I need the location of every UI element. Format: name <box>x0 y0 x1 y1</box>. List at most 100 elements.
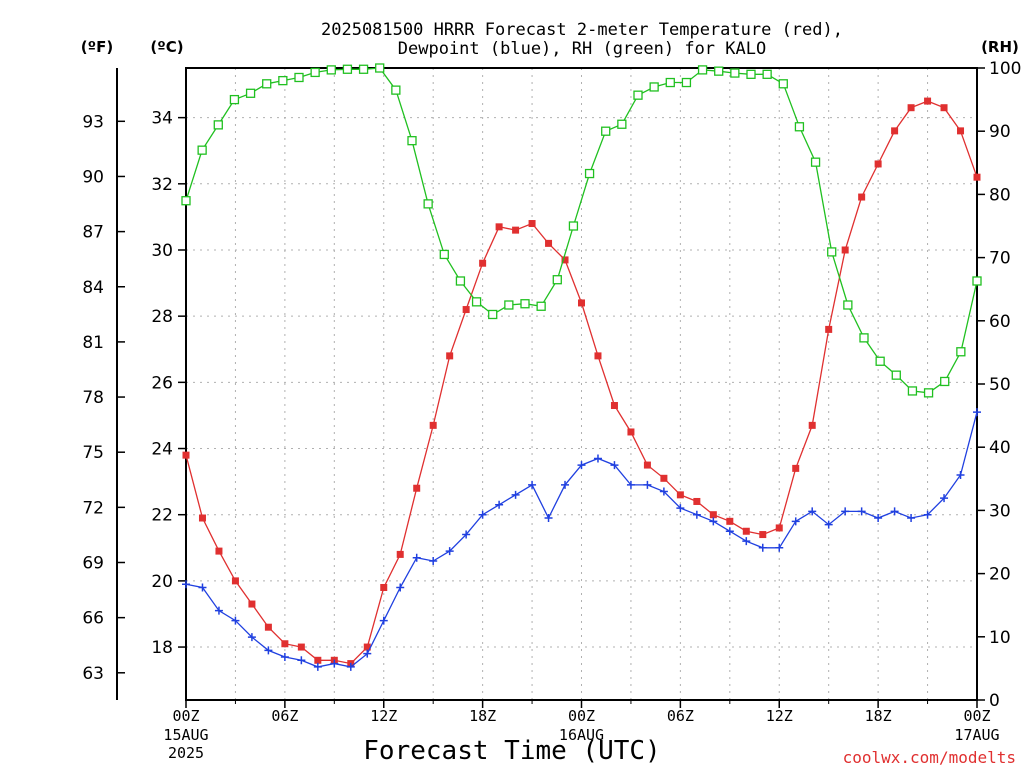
x-tick-label: 12Z <box>370 707 397 725</box>
rh-point <box>568 221 579 231</box>
fahrenheit-tick-label: 66 <box>82 609 104 629</box>
temperature-point <box>198 514 206 522</box>
dewpoint-point <box>297 656 306 665</box>
temperature-point <box>281 640 289 648</box>
dewpoint-point <box>841 507 850 516</box>
dewpoint-point <box>264 646 273 655</box>
celsius-tick-label: 24 <box>151 440 173 460</box>
celsius-tick-label: 18 <box>151 638 173 658</box>
temperature-point <box>610 402 618 410</box>
dewpoint-point <box>610 461 619 470</box>
rh-point <box>794 122 805 132</box>
temperature-point <box>495 223 503 231</box>
dewpoint-point <box>429 557 438 566</box>
temperature-point <box>957 127 965 135</box>
rh-point <box>245 88 256 98</box>
dewpoint-point <box>412 553 421 562</box>
temperature-point <box>924 97 932 105</box>
temperature-point <box>907 104 915 112</box>
dewpoint-point <box>379 616 388 625</box>
chart-title-line2: Dewpoint (blue), RH (green) for KALO <box>398 39 766 59</box>
chart-title-line1: 2025081500 HRRR Forecast 2-meter Tempera… <box>321 20 843 40</box>
x-tick-label: 18Z <box>469 707 496 725</box>
dewpoint-point <box>659 487 668 496</box>
rh-point <box>923 388 934 398</box>
rh-point <box>730 68 740 78</box>
temperature-point <box>380 583 388 591</box>
dewpoint-point <box>511 490 520 499</box>
rh-point <box>891 370 901 380</box>
x-tick-label: 06Z <box>271 707 298 725</box>
dewpoint-point <box>808 507 817 516</box>
dewpoint-point <box>874 514 883 523</box>
rh-point <box>778 79 788 89</box>
dewpoint-point <box>626 480 635 489</box>
temperature-point <box>676 491 684 499</box>
rh-point <box>455 276 466 286</box>
celsius-tick-label: 22 <box>151 506 173 526</box>
temperature-point <box>446 352 454 360</box>
temperature-point <box>627 428 635 436</box>
rh-point <box>326 65 336 75</box>
fahrenheit-tick-label: 87 <box>82 223 104 243</box>
rh-point <box>762 69 772 79</box>
rh-point <box>439 249 449 260</box>
celsius-tick-label: 28 <box>151 307 173 327</box>
dewpoint-point <box>561 480 570 489</box>
celsius-tick-label: 20 <box>151 572 173 592</box>
rh-point <box>407 136 417 146</box>
dewpoint-point <box>198 583 207 592</box>
grid <box>186 68 977 700</box>
temperature-point <box>742 527 750 535</box>
dewpoint-point <box>709 517 718 526</box>
rh-point <box>681 77 692 88</box>
rh-tick-label: 50 <box>989 375 1011 395</box>
temperature-point <box>578 299 585 307</box>
temperature-point <box>940 104 948 112</box>
rh-point <box>391 85 401 95</box>
rh-point <box>471 297 482 307</box>
dewpoint-point <box>857 507 866 516</box>
dewpoint-point <box>692 510 701 519</box>
temperature-point <box>512 226 520 234</box>
celsius-axis-label: (ºC) <box>150 38 183 56</box>
rh-point <box>197 145 207 155</box>
temperature-point <box>726 517 734 525</box>
rh-tick-label: 40 <box>989 438 1011 458</box>
rh-point <box>875 356 885 366</box>
series <box>181 63 982 671</box>
fahrenheit-tick-label: 93 <box>82 112 104 132</box>
temperature-point <box>182 451 190 459</box>
temperature-point <box>545 239 553 247</box>
dewpoint-point <box>330 659 339 668</box>
temperature-point <box>479 259 487 267</box>
rh-point <box>552 275 562 285</box>
temperature-point <box>429 421 437 429</box>
rh-point <box>229 94 240 105</box>
x-tick-label: 00Z <box>963 707 990 725</box>
fahrenheit-tick-label: 75 <box>82 443 104 463</box>
fahrenheit-tick-label: 72 <box>82 498 104 518</box>
fahrenheit-tick-label: 81 <box>82 333 104 353</box>
dewpoint-point <box>495 500 504 509</box>
rh-tick-label: 10 <box>989 628 1011 648</box>
dewpoint-point <box>182 580 190 589</box>
rh-point <box>294 72 304 83</box>
rh-point <box>649 82 659 92</box>
dewpoint-point <box>478 510 487 519</box>
rh-tick-label: 90 <box>989 122 1011 142</box>
x-tick-label: 00Z <box>568 707 595 725</box>
rh-tick-label: 70 <box>989 249 1011 269</box>
temperature-point <box>561 256 569 264</box>
dewpoint-point <box>313 662 322 671</box>
rh-point <box>827 247 837 257</box>
dewpoint-point <box>791 517 800 526</box>
x-date-label: 17AUG <box>954 726 999 744</box>
rh-point <box>859 333 869 343</box>
rh-point <box>504 300 514 310</box>
dewpoint-point <box>907 514 916 523</box>
rh-point <box>810 157 821 167</box>
celsius-tick-label: 32 <box>151 175 173 195</box>
rh-point <box>584 168 595 179</box>
temperature-point <box>775 524 783 532</box>
